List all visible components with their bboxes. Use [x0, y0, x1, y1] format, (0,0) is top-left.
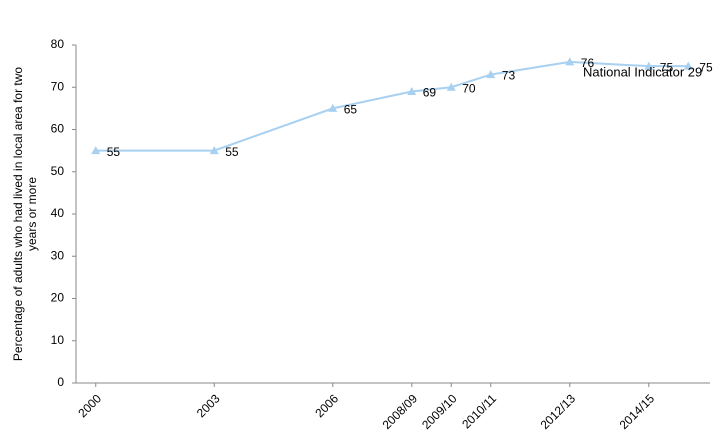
- x-tick-label: 2008/09: [380, 391, 421, 432]
- y-tick-label: 30: [51, 248, 65, 262]
- marker: [328, 103, 338, 112]
- marker: [209, 146, 219, 155]
- x-tick-label: 2003: [194, 391, 223, 420]
- y-tick-label: 80: [51, 37, 65, 51]
- x-tick-label: 2012/13: [538, 391, 579, 432]
- y-tick-label: 10: [51, 333, 65, 347]
- marker: [91, 146, 101, 155]
- x-tick-label: 2006: [312, 391, 341, 420]
- marker: [446, 82, 456, 91]
- data-label: 70: [462, 81, 476, 95]
- data-label: 73: [502, 69, 516, 83]
- x-tick-label: 2000: [75, 391, 104, 420]
- y-tick-label: 60: [51, 122, 65, 136]
- y-tick-label: 0: [57, 375, 64, 389]
- data-label: 55: [225, 145, 239, 159]
- marker: [407, 86, 417, 95]
- y-tick-label: 50: [51, 164, 65, 178]
- marker: [565, 57, 575, 66]
- data-label: 75: [660, 60, 674, 74]
- x-tick-label: 2009/10: [419, 391, 460, 432]
- x-tick-label: 2010/11: [459, 391, 499, 431]
- data-label: 69: [423, 86, 437, 100]
- marker: [644, 61, 654, 70]
- y-tick-label: 70: [51, 79, 65, 93]
- data-label: 55: [107, 145, 121, 159]
- x-tick-label: 2014/15: [617, 391, 658, 432]
- marker: [683, 61, 693, 70]
- legend-label: National Indicator 29: [583, 64, 702, 79]
- y-tick-label: 40: [51, 206, 65, 220]
- data-label: 65: [344, 103, 358, 117]
- data-label: 75: [699, 60, 713, 74]
- marker: [486, 70, 496, 79]
- y-tick-label: 20: [51, 291, 65, 305]
- y-axis-label: Percentage of adults who had lived in lo…: [11, 66, 39, 362]
- data-label: 76: [581, 56, 595, 70]
